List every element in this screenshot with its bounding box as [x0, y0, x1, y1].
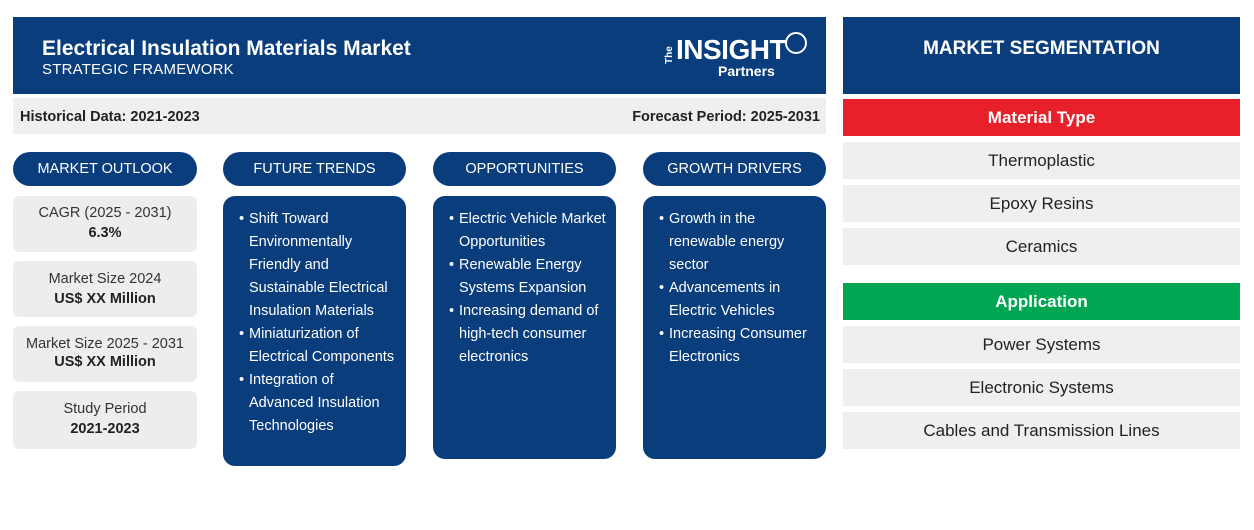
page-subtitle: STRATEGIC FRAMEWORK — [42, 61, 234, 78]
stat-label: Study Period — [63, 401, 147, 417]
market-segmentation-header: MARKET SEGMENTATION — [843, 17, 1240, 94]
stat-value: US$ XX Million — [54, 291, 156, 307]
header-banner — [13, 17, 826, 94]
stat-label: Market Size 2024 — [48, 271, 162, 287]
logo-ring-icon — [785, 32, 807, 54]
segment-item: Ceramics — [843, 228, 1240, 265]
logo-insight-text: INSIGHT — [676, 34, 787, 65]
forecast-period: Forecast Period: 2025-2031 — [632, 109, 820, 125]
stat-label: Market Size 2025 - 2031 — [26, 336, 184, 352]
segment-item: Electronic Systems — [843, 369, 1240, 406]
list-item: Electric Vehicle Market Opportunities — [449, 208, 606, 254]
insight-partners-logo: The INSIGHT Partners — [660, 30, 810, 84]
future-trends-box: Shift Toward Environmentally Friendly an… — [223, 196, 406, 466]
logo-the-text: The — [664, 46, 675, 64]
market-size-forecast-stat: Market Size 2025 - 2031 US$ XX Million — [13, 326, 197, 382]
logo-partners-text: Partners — [718, 63, 775, 79]
segment-item: Power Systems — [843, 326, 1240, 363]
segment-category-application: Application — [843, 283, 1240, 320]
list-item: Renewable Energy Systems Expansion — [449, 254, 606, 300]
stat-value: 2021-2023 — [70, 421, 140, 437]
segment-item: Thermoplastic — [843, 142, 1240, 179]
list-item: Increasing demand of high-tech consumer … — [449, 300, 606, 369]
opportunities-box: Electric Vehicle Market Opportunities Re… — [433, 196, 616, 459]
growth-drivers-header: GROWTH DRIVERS — [643, 152, 826, 186]
opportunities-header: OPPORTUNITIES — [433, 152, 616, 186]
market-outlook-header: MARKET OUTLOOK — [13, 152, 197, 186]
future-trends-header: FUTURE TRENDS — [223, 152, 406, 186]
list-item: Increasing Consumer Electronics — [659, 323, 816, 369]
period-bar — [13, 98, 826, 134]
segment-item: Epoxy Resins — [843, 185, 1240, 222]
market-size-2024-stat: Market Size 2024 US$ XX Million — [13, 261, 197, 317]
list-item: Growth in the renewable energy sector — [659, 208, 816, 277]
stat-value: US$ XX Million — [54, 354, 156, 370]
study-period-stat: Study Period 2021-2023 — [13, 391, 197, 449]
stat-value: 6.3% — [88, 225, 122, 241]
stat-label: CAGR (2025 - 2031) — [38, 205, 172, 221]
list-item: Shift Toward Environmentally Friendly an… — [239, 208, 396, 323]
cagr-stat: CAGR (2025 - 2031) 6.3% — [13, 196, 197, 252]
list-item: Advancements in Electric Vehicles — [659, 277, 816, 323]
segment-item: Cables and Transmission Lines — [843, 412, 1240, 449]
growth-drivers-box: Growth in the renewable energy sector Ad… — [643, 196, 826, 459]
list-item: Integration of Advanced Insulation Techn… — [239, 369, 396, 438]
historical-period: Historical Data: 2021-2023 — [20, 109, 200, 125]
segment-category-material-type: Material Type — [843, 99, 1240, 136]
list-item: Miniaturization of Electrical Components — [239, 323, 396, 369]
page-title: Electrical Insulation Materials Market — [42, 37, 411, 60]
